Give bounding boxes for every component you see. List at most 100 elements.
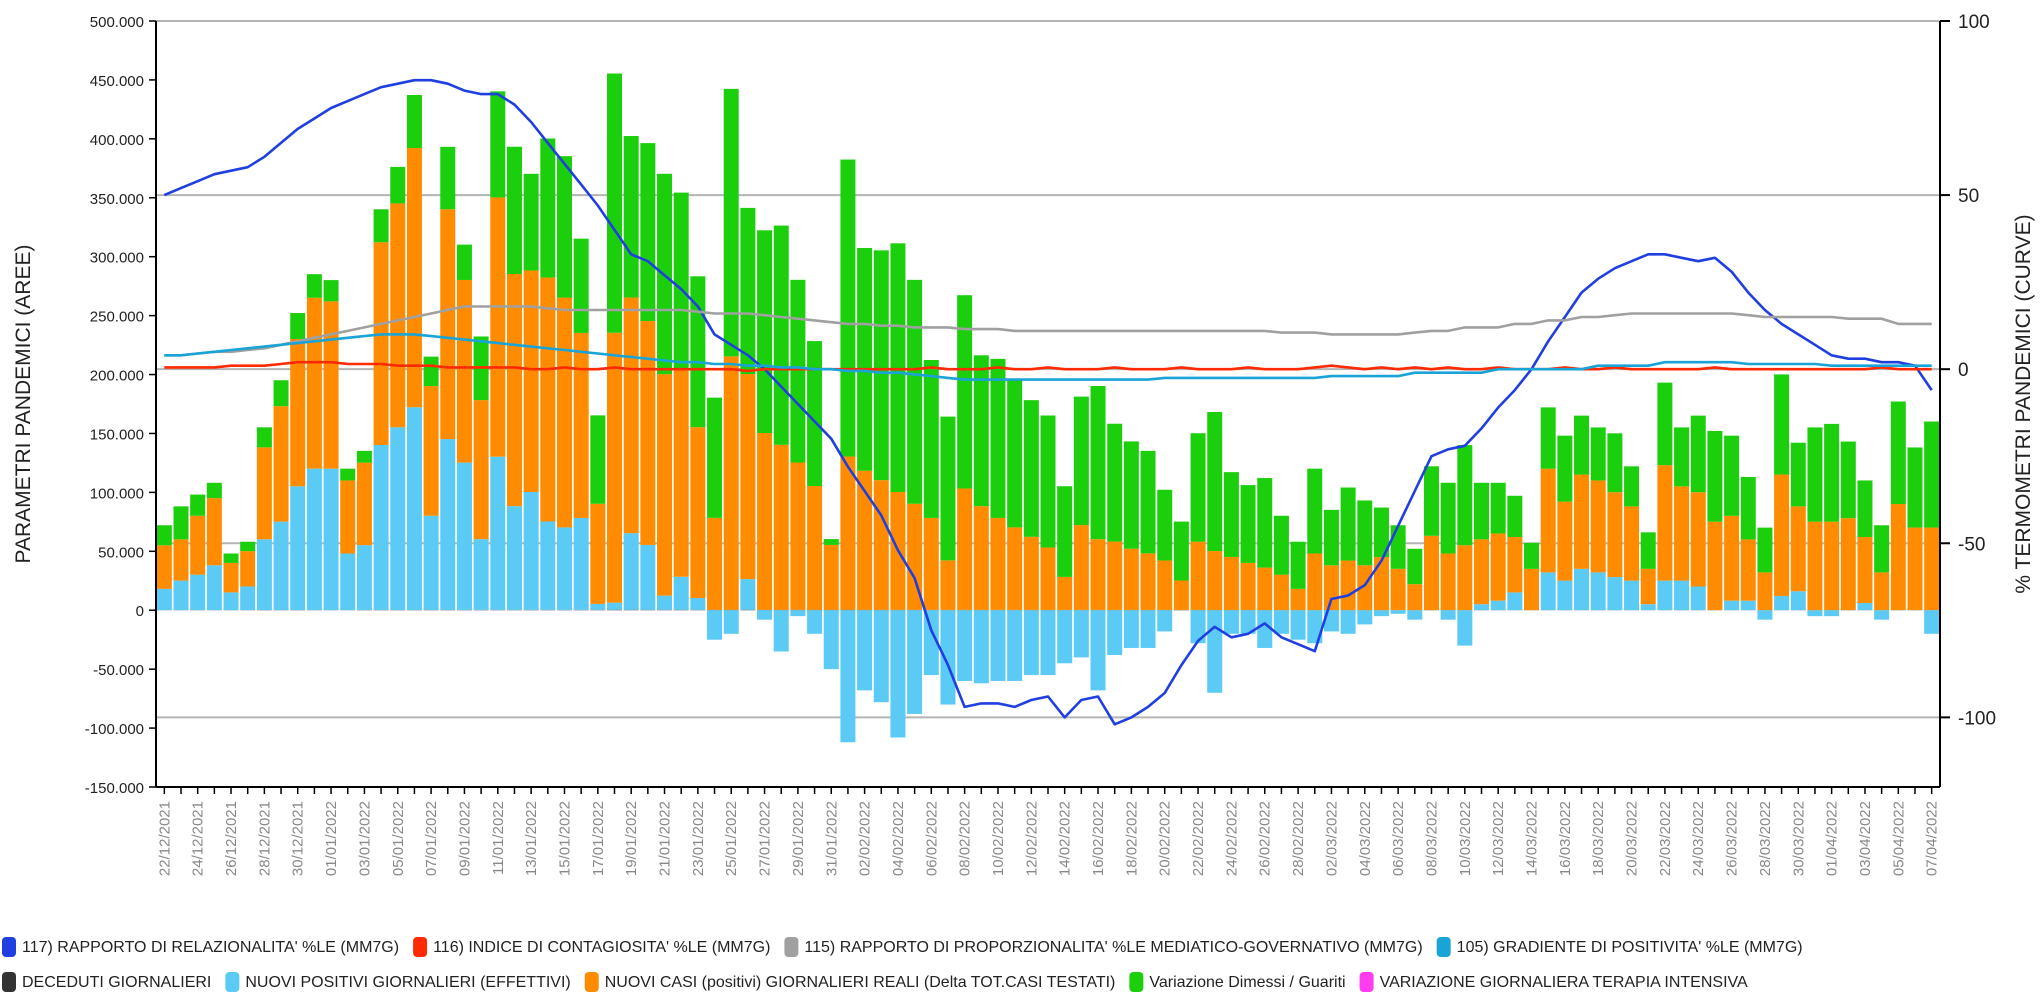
bar xyxy=(1157,489,1173,561)
bar xyxy=(590,503,606,604)
x-tick-label: 14/02/2022 xyxy=(1057,801,1074,876)
bar xyxy=(1824,610,1840,617)
bar xyxy=(1890,504,1906,611)
bar xyxy=(590,603,606,610)
bar xyxy=(240,551,256,587)
bar xyxy=(1307,610,1323,644)
bar xyxy=(1507,495,1523,538)
bar xyxy=(223,562,239,593)
bar xyxy=(1674,580,1690,611)
bar xyxy=(907,610,923,714)
x-tick-label: 25/01/2022 xyxy=(723,801,740,876)
bar xyxy=(1507,537,1523,593)
bar xyxy=(873,480,889,610)
bar xyxy=(1273,515,1289,575)
bar xyxy=(1690,415,1706,493)
bar xyxy=(356,545,372,610)
x-tick-label: 01/04/2022 xyxy=(1824,801,1841,876)
line-series xyxy=(164,305,1932,357)
bar xyxy=(1290,541,1306,589)
bar xyxy=(1924,610,1940,634)
bar xyxy=(1874,572,1890,611)
bar xyxy=(323,301,339,469)
bar xyxy=(1840,441,1856,519)
bar xyxy=(923,610,939,676)
bar xyxy=(1023,610,1039,676)
bar xyxy=(690,276,706,428)
bar xyxy=(1040,547,1056,610)
bar xyxy=(1557,501,1573,581)
bar xyxy=(607,609,623,611)
bar xyxy=(1707,521,1723,611)
y-tick-label: 400.000 xyxy=(90,132,144,149)
bar xyxy=(740,374,756,580)
bar xyxy=(1207,551,1223,610)
bar xyxy=(1357,610,1373,625)
bar xyxy=(1190,610,1206,644)
bar xyxy=(256,427,272,448)
bar xyxy=(1123,548,1139,610)
bar xyxy=(1790,442,1806,507)
bar xyxy=(1090,610,1106,691)
bar xyxy=(1090,539,1106,610)
bar xyxy=(456,244,472,280)
bar xyxy=(1574,568,1590,611)
bar xyxy=(456,279,472,463)
bar xyxy=(523,270,539,493)
bar xyxy=(607,73,623,333)
bar xyxy=(373,444,389,610)
bar xyxy=(1774,595,1790,611)
bar xyxy=(556,297,572,528)
x-tick-label: 20/02/2022 xyxy=(1157,801,1174,876)
bar xyxy=(1440,482,1456,554)
x-tick-label: 24/02/2022 xyxy=(1223,801,1240,876)
bar xyxy=(256,539,272,610)
bar xyxy=(556,527,572,610)
bar xyxy=(607,332,623,603)
bar xyxy=(1290,610,1306,640)
x-tick-label: 22/03/2022 xyxy=(1657,801,1674,876)
bar xyxy=(1640,604,1656,611)
bar xyxy=(623,533,639,610)
x-tick-label: 20/03/2022 xyxy=(1624,801,1641,876)
line-series xyxy=(164,333,1932,381)
bar xyxy=(1607,577,1623,611)
bar xyxy=(1073,396,1089,526)
bar xyxy=(990,358,1006,518)
bar xyxy=(1757,527,1773,573)
bar xyxy=(1724,600,1740,611)
bar xyxy=(356,462,372,546)
bar xyxy=(173,506,189,540)
bar xyxy=(740,207,756,375)
x-tick-label: 13/01/2022 xyxy=(523,801,540,876)
bar xyxy=(156,588,172,611)
bar xyxy=(1440,553,1456,611)
bar xyxy=(240,586,256,611)
legend-swatch xyxy=(1359,972,1374,992)
x-tick-label: 10/02/2022 xyxy=(990,801,1007,876)
bar xyxy=(1407,548,1423,585)
y2-axis-title: % TERMOMETRI PANDEMICI (CURVE) xyxy=(2012,214,2035,593)
bar xyxy=(1590,572,1606,611)
bar xyxy=(440,439,456,610)
bar xyxy=(1007,527,1023,610)
y-tick-label: 300.000 xyxy=(90,250,144,267)
bar xyxy=(1574,474,1590,569)
bar xyxy=(1607,492,1623,578)
bar xyxy=(206,498,222,566)
bar xyxy=(440,209,456,440)
x-tick-label: 06/02/2022 xyxy=(923,801,940,876)
line-series xyxy=(163,78,1933,726)
bar xyxy=(206,565,222,611)
legend-swatch xyxy=(2,937,16,957)
bar xyxy=(823,544,839,610)
bar xyxy=(1107,541,1123,610)
bar xyxy=(1073,610,1089,658)
x-tick-label: 08/03/2022 xyxy=(1423,801,1440,876)
bar xyxy=(1307,468,1323,554)
bar xyxy=(340,468,356,481)
bar xyxy=(1407,584,1423,611)
bar xyxy=(1824,521,1840,611)
bar xyxy=(657,374,673,596)
bar xyxy=(923,360,939,518)
